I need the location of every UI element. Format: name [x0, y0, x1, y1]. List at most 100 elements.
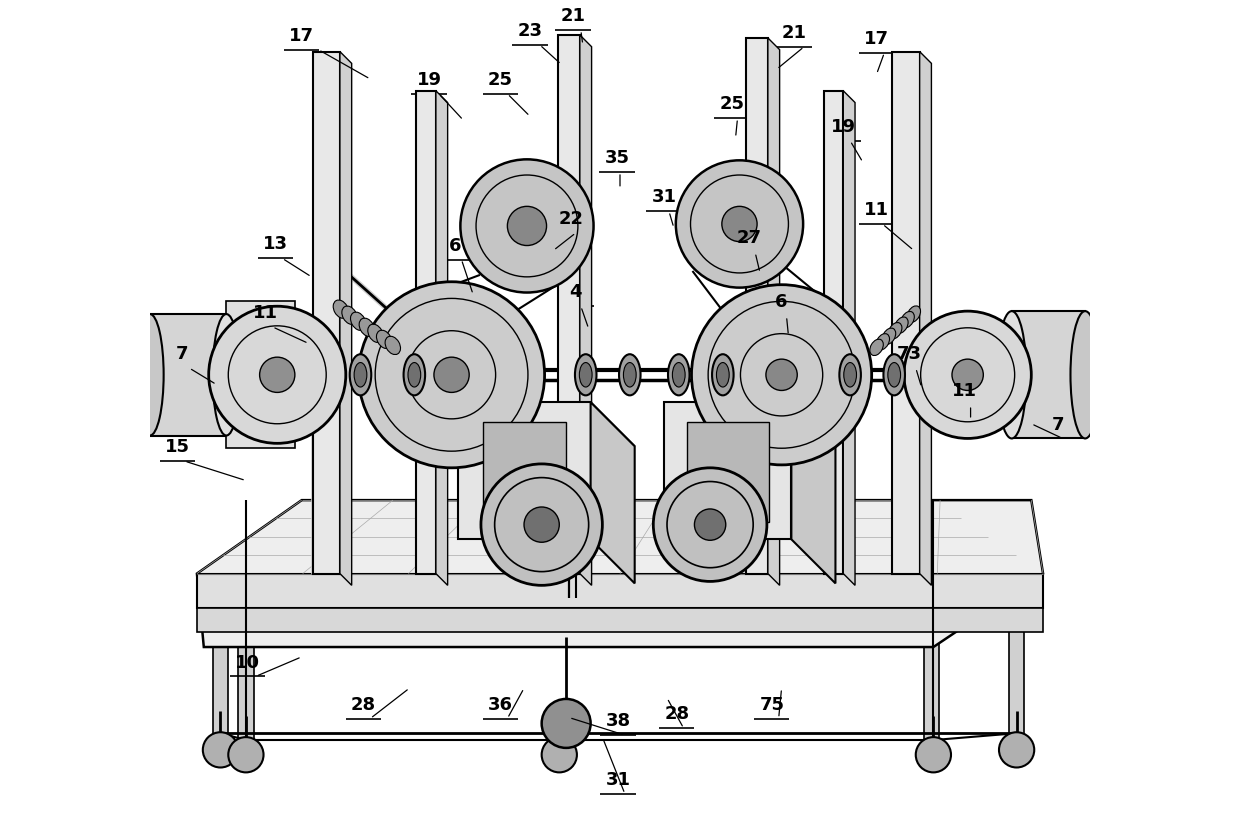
Ellipse shape — [888, 322, 901, 339]
Text: 17: 17 — [289, 26, 314, 44]
Circle shape — [208, 307, 346, 443]
Polygon shape — [687, 422, 769, 522]
Ellipse shape — [843, 363, 857, 387]
Polygon shape — [746, 38, 768, 574]
Ellipse shape — [368, 324, 383, 343]
Polygon shape — [1012, 311, 1085, 438]
Circle shape — [676, 161, 804, 288]
Text: 11: 11 — [952, 382, 977, 400]
Polygon shape — [197, 574, 1043, 608]
Ellipse shape — [342, 306, 357, 325]
Text: 6: 6 — [775, 293, 787, 311]
Text: 10: 10 — [236, 653, 260, 672]
Polygon shape — [893, 52, 920, 574]
Circle shape — [507, 206, 547, 246]
Polygon shape — [665, 402, 836, 447]
Ellipse shape — [875, 334, 889, 350]
Polygon shape — [823, 91, 843, 574]
Circle shape — [203, 733, 238, 767]
Text: 11: 11 — [864, 201, 889, 219]
Text: 25: 25 — [719, 96, 744, 114]
Ellipse shape — [672, 363, 686, 387]
Text: 27: 27 — [737, 229, 761, 247]
Ellipse shape — [360, 318, 374, 336]
Polygon shape — [197, 500, 1043, 647]
Circle shape — [692, 284, 872, 465]
Polygon shape — [340, 52, 352, 585]
Text: 25: 25 — [489, 71, 513, 89]
Polygon shape — [417, 91, 436, 574]
Text: 28: 28 — [351, 695, 376, 714]
Polygon shape — [665, 402, 791, 540]
Ellipse shape — [624, 363, 636, 387]
Polygon shape — [580, 35, 591, 585]
Circle shape — [434, 357, 469, 392]
Polygon shape — [150, 314, 227, 436]
Circle shape — [525, 507, 559, 542]
Circle shape — [722, 206, 758, 241]
Polygon shape — [312, 52, 340, 574]
Circle shape — [358, 282, 544, 468]
Ellipse shape — [1070, 311, 1100, 438]
Text: 31: 31 — [651, 189, 677, 206]
Ellipse shape — [136, 314, 164, 436]
Ellipse shape — [888, 363, 900, 387]
Ellipse shape — [717, 363, 729, 387]
Ellipse shape — [334, 300, 348, 318]
Text: 15: 15 — [165, 438, 190, 456]
Text: 38: 38 — [605, 712, 631, 730]
Text: 13: 13 — [263, 236, 288, 253]
Text: 11: 11 — [253, 304, 278, 322]
Ellipse shape — [882, 328, 895, 344]
Ellipse shape — [386, 336, 401, 354]
Ellipse shape — [575, 354, 596, 396]
Circle shape — [904, 311, 1032, 438]
Polygon shape — [920, 52, 931, 585]
Ellipse shape — [883, 354, 905, 396]
Ellipse shape — [579, 363, 591, 387]
Ellipse shape — [668, 354, 689, 396]
Text: 35: 35 — [605, 149, 630, 167]
Text: 21: 21 — [781, 24, 807, 42]
Text: 17: 17 — [864, 30, 889, 48]
Text: 21: 21 — [560, 7, 585, 26]
Ellipse shape — [839, 354, 861, 396]
Circle shape — [228, 737, 264, 772]
Polygon shape — [768, 38, 780, 585]
Polygon shape — [238, 637, 254, 740]
Ellipse shape — [212, 314, 241, 436]
Text: 7: 7 — [176, 345, 188, 363]
Ellipse shape — [619, 354, 641, 396]
Polygon shape — [436, 91, 448, 585]
Polygon shape — [459, 402, 635, 447]
Text: 19: 19 — [831, 118, 856, 136]
Circle shape — [481, 464, 603, 585]
Text: 6: 6 — [449, 237, 461, 255]
Polygon shape — [1009, 618, 1024, 740]
Polygon shape — [590, 402, 635, 583]
Text: 22: 22 — [558, 210, 584, 228]
Text: 23: 23 — [517, 22, 542, 40]
Polygon shape — [791, 402, 836, 583]
Text: 75: 75 — [759, 695, 784, 714]
Ellipse shape — [351, 312, 366, 330]
Ellipse shape — [906, 306, 920, 322]
Text: 31: 31 — [605, 771, 631, 789]
Circle shape — [653, 468, 766, 582]
Circle shape — [766, 359, 797, 391]
Text: 4: 4 — [569, 283, 583, 302]
Ellipse shape — [355, 363, 367, 387]
Ellipse shape — [894, 317, 908, 334]
Ellipse shape — [403, 354, 425, 396]
Circle shape — [460, 159, 594, 293]
Polygon shape — [197, 608, 1043, 632]
Text: 73: 73 — [897, 345, 921, 363]
Ellipse shape — [377, 330, 392, 349]
Text: 28: 28 — [665, 705, 689, 723]
Polygon shape — [459, 402, 590, 540]
Polygon shape — [843, 91, 856, 585]
Circle shape — [542, 699, 590, 748]
Circle shape — [694, 509, 725, 541]
Circle shape — [542, 737, 577, 772]
Polygon shape — [558, 35, 580, 574]
